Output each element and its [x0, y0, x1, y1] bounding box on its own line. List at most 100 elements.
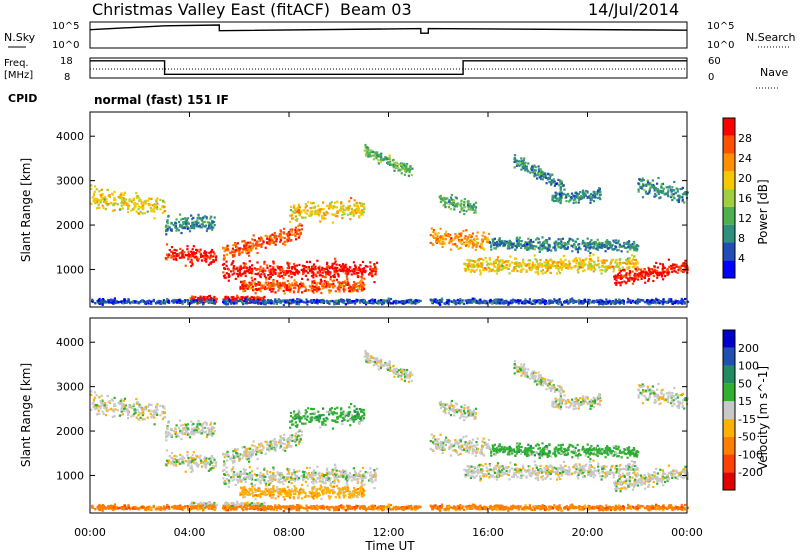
power-cell — [113, 203, 115, 205]
power-cell — [314, 213, 316, 215]
power-cell — [296, 232, 298, 234]
power-cell — [436, 234, 438, 236]
power-cell — [155, 205, 157, 207]
power-cell — [227, 245, 229, 247]
power-cell — [643, 179, 645, 181]
power-cell — [308, 289, 310, 291]
power-cell — [317, 205, 319, 207]
power-cell — [288, 238, 290, 240]
power-cell — [520, 263, 522, 265]
power-cell — [94, 201, 96, 203]
power-cell — [124, 192, 126, 194]
power-cell — [388, 161, 390, 163]
power-cell — [291, 276, 293, 278]
power-cell — [457, 202, 459, 204]
power-cell — [633, 266, 635, 268]
power-cell — [565, 196, 567, 198]
power-cell — [563, 189, 565, 191]
power-cell — [98, 199, 100, 201]
power-cell — [398, 163, 400, 165]
power-cell — [520, 243, 522, 245]
power-cell — [601, 244, 603, 246]
power-cell — [274, 284, 276, 286]
power-cell — [279, 282, 281, 284]
power-cell — [121, 199, 123, 201]
power-cell — [464, 237, 466, 239]
power-cell — [180, 218, 182, 220]
power-cell — [497, 256, 499, 258]
power-cell — [571, 245, 573, 247]
power-cell — [319, 283, 321, 285]
power-cell — [360, 280, 362, 282]
power-cell — [569, 199, 571, 201]
power-cell — [626, 260, 628, 262]
power-cell — [358, 216, 360, 218]
power-cell — [179, 257, 181, 259]
power-cell — [363, 211, 365, 213]
power-cell — [172, 252, 174, 254]
power-cell — [96, 207, 98, 209]
power-cell — [501, 265, 503, 267]
power-cell — [465, 268, 467, 270]
power-cell — [294, 229, 296, 231]
power-cell — [312, 285, 314, 287]
power-cell — [352, 284, 354, 286]
power-cell — [537, 271, 539, 273]
power-cell — [369, 261, 371, 263]
power-cell — [284, 292, 286, 294]
power-cell — [664, 193, 666, 195]
power-cell — [582, 259, 584, 261]
power-cell — [404, 174, 406, 176]
power-cell — [325, 211, 327, 213]
power-cell — [278, 286, 280, 288]
power-cell — [678, 201, 680, 203]
power-cell — [114, 199, 116, 201]
power-cell — [532, 241, 534, 243]
power-cell — [290, 206, 292, 208]
power-cell — [616, 282, 618, 284]
power-cell — [314, 266, 316, 268]
power-cell — [105, 208, 107, 210]
power-cell — [516, 244, 518, 246]
power-cell — [287, 236, 289, 238]
power-cell — [494, 260, 496, 262]
power-cell — [258, 281, 260, 283]
power-cell — [265, 282, 267, 284]
power-cell — [404, 165, 406, 167]
power-cell — [288, 262, 290, 264]
power-cell — [185, 265, 187, 267]
power-cell — [682, 199, 684, 201]
power-cell — [625, 281, 627, 283]
power-cell — [193, 225, 195, 227]
power-cell — [587, 238, 589, 240]
power-cell — [298, 271, 300, 273]
power-cell — [225, 261, 227, 263]
power-cell — [514, 258, 516, 260]
power-cell — [395, 300, 397, 302]
power-cell — [589, 247, 591, 249]
power-cell — [207, 256, 209, 258]
power-cell — [187, 258, 189, 260]
power-cell — [312, 268, 314, 270]
power-cell — [356, 202, 358, 204]
power-cell — [302, 265, 304, 267]
power-cell — [169, 249, 171, 251]
power-cell — [295, 215, 297, 217]
power-cell — [671, 199, 673, 201]
power-cell — [302, 217, 304, 219]
power-cell — [523, 157, 525, 159]
power-cell — [643, 189, 645, 191]
power-cell — [593, 261, 595, 263]
power-cell — [408, 175, 410, 177]
power-cell — [651, 184, 653, 186]
power-cell — [329, 205, 331, 207]
power-cell — [293, 207, 295, 209]
power-cell — [589, 255, 591, 257]
power-cell — [622, 267, 624, 269]
power-cell — [638, 178, 640, 180]
power-cell — [555, 267, 557, 269]
power-cell — [283, 290, 285, 292]
power-cell — [518, 240, 520, 242]
power-cell — [594, 196, 596, 198]
power-cell — [590, 193, 592, 195]
